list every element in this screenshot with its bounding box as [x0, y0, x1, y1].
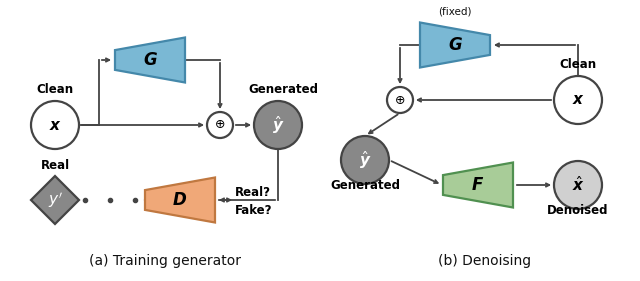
Polygon shape — [443, 162, 513, 207]
Text: (a) Training generator: (a) Training generator — [89, 254, 241, 268]
Text: Denoised: Denoised — [547, 204, 609, 217]
Text: $\oplus$: $\oplus$ — [394, 94, 406, 106]
Circle shape — [254, 101, 302, 149]
Text: Generated: Generated — [248, 83, 318, 96]
Polygon shape — [31, 176, 79, 224]
Text: $\hat{\boldsymbol{y}}$: $\hat{\boldsymbol{y}}$ — [272, 114, 284, 136]
Text: Generated: Generated — [330, 179, 400, 192]
Circle shape — [554, 76, 602, 124]
Polygon shape — [145, 178, 215, 223]
Text: $\boldsymbol{F}$: $\boldsymbol{F}$ — [472, 176, 484, 194]
Text: Real?: Real? — [235, 187, 271, 200]
Text: $\hat{\boldsymbol{y}}$: $\hat{\boldsymbol{y}}$ — [359, 149, 371, 171]
Text: $\boldsymbol{y'}$: $\boldsymbol{y'}$ — [47, 190, 63, 210]
Text: $\boldsymbol{G}$: $\boldsymbol{G}$ — [143, 51, 157, 69]
Circle shape — [554, 161, 602, 209]
Text: Real: Real — [40, 159, 70, 172]
Text: $\boldsymbol{x}$: $\boldsymbol{x}$ — [572, 92, 584, 108]
Circle shape — [387, 87, 413, 113]
Text: Fake?: Fake? — [235, 203, 273, 216]
Text: $\oplus$: $\oplus$ — [214, 119, 226, 132]
Text: (b) Denoising: (b) Denoising — [438, 254, 532, 268]
Text: $\boldsymbol{x}$: $\boldsymbol{x}$ — [49, 117, 61, 133]
Text: $\boldsymbol{D}$: $\boldsymbol{D}$ — [172, 191, 188, 209]
Text: $\hat{\boldsymbol{x}}$: $\hat{\boldsymbol{x}}$ — [572, 176, 584, 194]
Circle shape — [31, 101, 79, 149]
Text: (fixed): (fixed) — [438, 7, 472, 17]
Text: Clean: Clean — [559, 58, 596, 71]
Text: $\boldsymbol{G}$: $\boldsymbol{G}$ — [447, 36, 463, 54]
Circle shape — [207, 112, 233, 138]
Polygon shape — [115, 37, 185, 83]
Circle shape — [341, 136, 389, 184]
Text: Clean: Clean — [36, 83, 74, 96]
Polygon shape — [420, 22, 490, 67]
